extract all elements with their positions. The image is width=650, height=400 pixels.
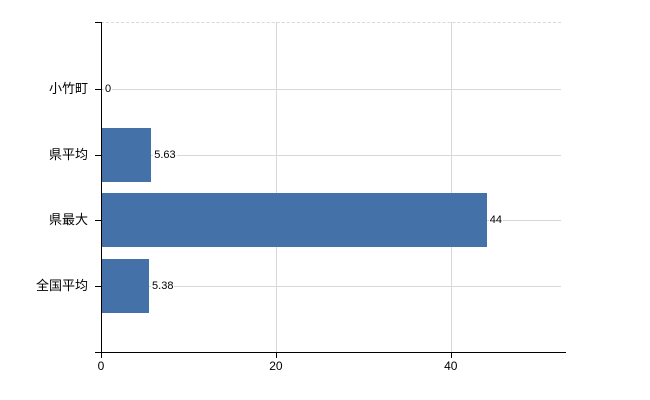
y-axis-line xyxy=(101,22,102,352)
bar xyxy=(102,258,150,313)
category-tick xyxy=(95,220,101,221)
category-tick xyxy=(95,154,101,156)
plot-top-border xyxy=(101,22,561,23)
category-label: 県最大 xyxy=(48,212,88,227)
category-gridline xyxy=(101,89,561,90)
category-label: 全国平均 xyxy=(35,277,88,293)
data-label: 44 xyxy=(488,212,504,228)
category-tick xyxy=(95,89,101,90)
data-label: 5.63 xyxy=(153,146,177,163)
data-label: 0 xyxy=(104,81,113,97)
x-axis-tick xyxy=(101,352,102,358)
y-axis-top-tick xyxy=(95,22,101,23)
vertical-gridline xyxy=(275,22,277,352)
x-axis-line xyxy=(95,352,566,353)
category-label: 小竹町 xyxy=(48,81,88,96)
category-gridline xyxy=(101,154,561,156)
category-label: 県平均 xyxy=(48,146,88,162)
bar xyxy=(102,127,152,182)
category-tick xyxy=(95,285,101,287)
x-axis-tick-label: 40 xyxy=(444,359,458,373)
x-axis-tick-label: 20 xyxy=(269,359,283,373)
x-axis-tick-label: 0 xyxy=(97,359,105,373)
bar xyxy=(102,193,487,247)
vertical-gridline xyxy=(450,22,452,352)
x-axis-tick xyxy=(450,352,452,358)
category-gridline xyxy=(101,285,561,287)
data-label: 5.38 xyxy=(151,277,175,294)
x-axis-tick xyxy=(275,352,277,358)
